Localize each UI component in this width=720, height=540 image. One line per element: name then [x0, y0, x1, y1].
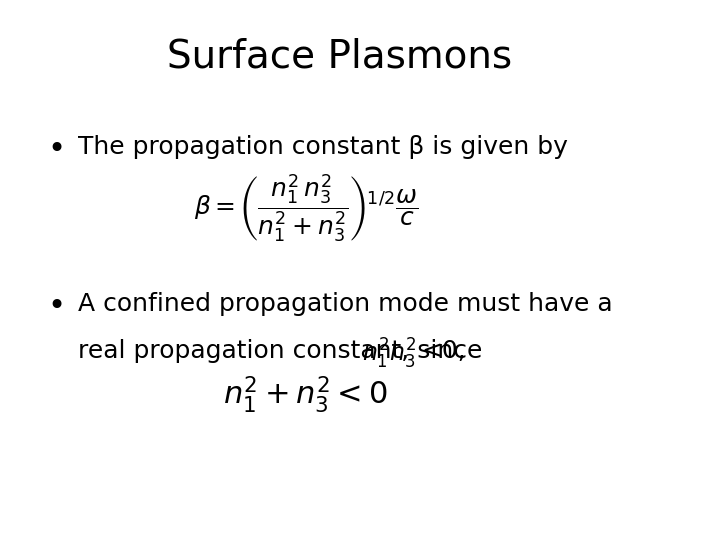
Text: Surface Plasmons: Surface Plasmons: [167, 38, 512, 76]
Text: The propagation constant β is given by: The propagation constant β is given by: [78, 135, 568, 159]
Text: $n_1^2 n_3^2$: $n_1^2 n_3^2$: [362, 337, 416, 371]
Text: $\beta = \left(\dfrac{n_1^2\, n_3^2}{n_1^2 + n_3^2}\right)^{1/2}\dfrac{\omega}{c: $\beta = \left(\dfrac{n_1^2\, n_3^2}{n_1…: [194, 172, 418, 244]
Text: $n_1^2 + n_3^2 < 0$: $n_1^2 + n_3^2 < 0$: [223, 374, 388, 415]
Text: A confined propagation mode must have a: A confined propagation mode must have a: [78, 292, 613, 315]
Text: <0,: <0,: [422, 339, 467, 363]
Text: •: •: [48, 135, 66, 164]
Text: real propagation constant, since: real propagation constant, since: [78, 339, 490, 363]
Text: •: •: [48, 292, 66, 321]
